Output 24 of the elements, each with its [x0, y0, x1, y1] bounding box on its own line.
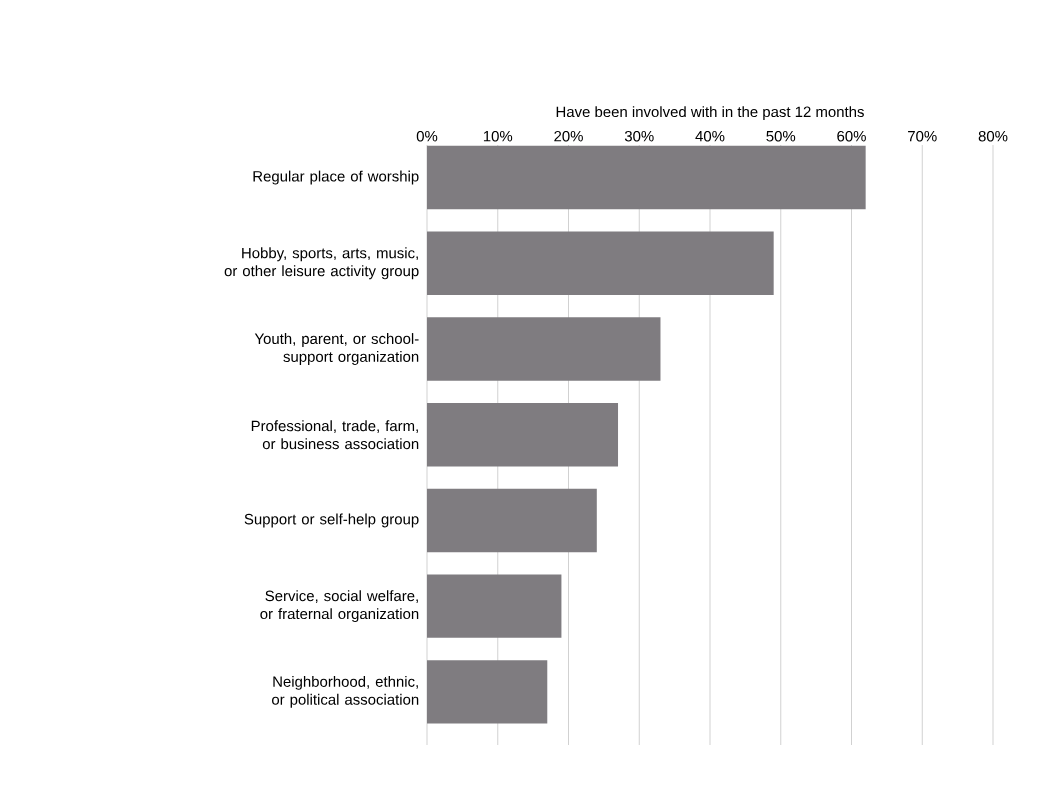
y-tick-label: Support or self-help group — [244, 513, 419, 528]
y-tick-label: Professional, trade, farm, or business association — [251, 420, 419, 450]
bar — [427, 403, 619, 467]
bar — [427, 660, 548, 724]
bar — [427, 317, 661, 381]
y-tick-label: Neighborhood, ethnic, or political association — [272, 675, 419, 708]
x-tick-label: 30% — [624, 130, 654, 142]
x-tick-label: 40% — [695, 130, 725, 142]
y-tick-label: Hobby, sports, arts, music, or other leisure activity group — [224, 247, 419, 280]
x-tick-label: 50% — [766, 130, 796, 142]
y-tick-label: Regular place of worship — [253, 170, 419, 185]
x-axis-title: Have been involved with in the past 12 months — [556, 106, 864, 121]
y-tick-label: Service, social welfare, or fraternal organization — [260, 590, 419, 623]
bar — [427, 231, 774, 295]
x-tick-label: 60% — [837, 130, 866, 142]
bar — [427, 574, 562, 638]
x-tick-label: 0% — [416, 130, 438, 142]
bar — [427, 488, 597, 553]
bar — [427, 145, 866, 210]
y-tick-label: Youth, parent, or school-support organization — [254, 333, 419, 365]
x-tick-label: 80% — [978, 130, 1008, 142]
x-tick-label: 20% — [554, 130, 583, 142]
x-tick-label: 10% — [483, 130, 513, 142]
x-tick-label: 70% — [908, 130, 937, 142]
